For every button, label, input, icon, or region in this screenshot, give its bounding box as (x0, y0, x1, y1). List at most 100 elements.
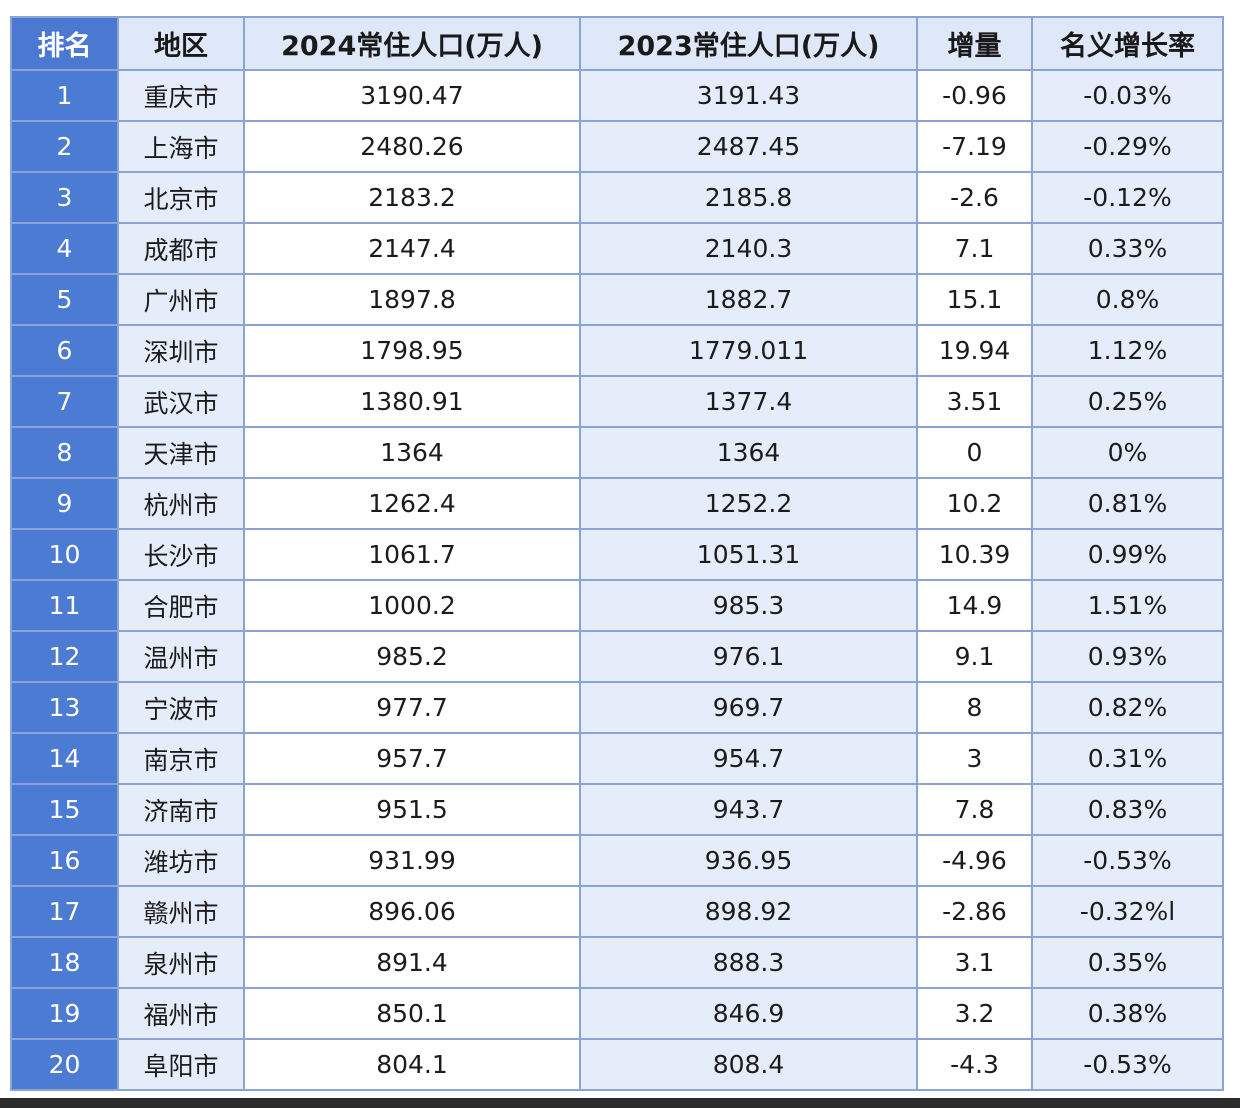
rank-cell: 15 (10, 783, 119, 836)
population-2023-cell: 943.7 (579, 783, 918, 836)
increase-cell: -0.96 (916, 69, 1033, 122)
rank-cell: 13 (10, 681, 119, 734)
region-cell: 长沙市 (117, 528, 245, 581)
population-2023-cell: 976.1 (579, 630, 918, 683)
region-cell: 温州市 (117, 630, 245, 683)
rank-cell: 8 (10, 426, 119, 479)
population-2024-cell: 1262.4 (243, 477, 581, 530)
increase-cell: 3.2 (916, 987, 1033, 1040)
growth-rate-cell: 0.35% (1031, 936, 1224, 989)
population-2024-cell: 804.1 (243, 1038, 581, 1091)
increase-cell: 10.39 (916, 528, 1033, 581)
table-row: 7 武汉市 1380.91 1377.4 3.51 0.25% (10, 375, 1224, 428)
rank-cell: 5 (10, 273, 119, 326)
population-2024-cell: 3190.47 (243, 69, 581, 122)
table-row: 3 北京市 2183.2 2185.8 -2.6 -0.12% (10, 171, 1224, 224)
population-2023-cell: 985.3 (579, 579, 918, 632)
growth-rate-cell: -0.29% (1031, 120, 1224, 173)
region-cell: 成都市 (117, 222, 245, 275)
population-2024-cell: 891.4 (243, 936, 581, 989)
region-cell: 济南市 (117, 783, 245, 836)
rank-cell: 1 (10, 69, 119, 122)
table-row: 18 泉州市 891.4 888.3 3.1 0.35% (10, 936, 1224, 989)
rank-cell: 12 (10, 630, 119, 683)
population-2023-cell: 1051.31 (579, 528, 918, 581)
growth-rate-cell: 0.93% (1031, 630, 1224, 683)
table-row: 20 阜阳市 804.1 808.4 -4.3 -0.53% (10, 1038, 1224, 1091)
rank-cell: 14 (10, 732, 119, 785)
increase-cell: 3.1 (916, 936, 1033, 989)
population-2024-cell: 985.2 (243, 630, 581, 683)
population-2023-cell: 898.92 (579, 885, 918, 938)
region-cell: 南京市 (117, 732, 245, 785)
growth-rate-cell: 1.12% (1031, 324, 1224, 377)
population-2023-cell: 1377.4 (579, 375, 918, 428)
population-2024-cell: 2183.2 (243, 171, 581, 224)
table-header: 排名 地区 2024常住人口(万人) 2023常住人口(万人) 增量 名义增长率 (10, 16, 1224, 71)
population-2024-cell: 1000.2 (243, 579, 581, 632)
growth-rate-cell: 0.83% (1031, 783, 1224, 836)
rank-cell: 16 (10, 834, 119, 887)
table-row: 14 南京市 957.7 954.7 3 0.31% (10, 732, 1224, 785)
bottom-edge-bar (0, 1098, 1240, 1108)
growth-rate-cell: -0.32%l (1031, 885, 1224, 938)
population-2024-cell: 896.06 (243, 885, 581, 938)
increase-cell: -4.96 (916, 834, 1033, 887)
population-2023-cell: 2185.8 (579, 171, 918, 224)
header-population-2024: 2024常住人口(万人) (243, 16, 581, 71)
growth-rate-cell: 0% (1031, 426, 1224, 479)
population-2024-cell: 2147.4 (243, 222, 581, 275)
growth-rate-cell: -0.12% (1031, 171, 1224, 224)
population-2023-cell: 808.4 (579, 1038, 918, 1091)
rank-cell: 2 (10, 120, 119, 173)
increase-cell: 8 (916, 681, 1033, 734)
increase-cell: 10.2 (916, 477, 1033, 530)
growth-rate-cell: -0.03% (1031, 69, 1224, 122)
region-cell: 福州市 (117, 987, 245, 1040)
increase-cell: 14.9 (916, 579, 1033, 632)
rank-cell: 9 (10, 477, 119, 530)
table-row: 9 杭州市 1262.4 1252.2 10.2 0.81% (10, 477, 1224, 530)
population-2024-cell: 1061.7 (243, 528, 581, 581)
table-row: 6 深圳市 1798.95 1779.011 19.94 1.12% (10, 324, 1224, 377)
table-row: 1 重庆市 3190.47 3191.43 -0.96 -0.03% (10, 69, 1224, 122)
table-row: 11 合肥市 1000.2 985.3 14.9 1.51% (10, 579, 1224, 632)
rank-cell: 10 (10, 528, 119, 581)
region-cell: 上海市 (117, 120, 245, 173)
region-cell: 武汉市 (117, 375, 245, 428)
header-row: 排名 地区 2024常住人口(万人) 2023常住人口(万人) 增量 名义增长率 (10, 16, 1224, 71)
increase-cell: 19.94 (916, 324, 1033, 377)
growth-rate-cell: 0.81% (1031, 477, 1224, 530)
growth-rate-cell: -0.53% (1031, 834, 1224, 887)
increase-cell: 9.1 (916, 630, 1033, 683)
population-2023-cell: 1882.7 (579, 273, 918, 326)
rank-cell: 6 (10, 324, 119, 377)
region-cell: 泉州市 (117, 936, 245, 989)
growth-rate-cell: -0.53% (1031, 1038, 1224, 1091)
rank-cell: 3 (10, 171, 119, 224)
increase-cell: -7.19 (916, 120, 1033, 173)
growth-rate-cell: 0.8% (1031, 273, 1224, 326)
table-row: 15 济南市 951.5 943.7 7.8 0.83% (10, 783, 1224, 836)
growth-rate-cell: 0.25% (1031, 375, 1224, 428)
table-row: 2 上海市 2480.26 2487.45 -7.19 -0.29% (10, 120, 1224, 173)
rank-cell: 4 (10, 222, 119, 275)
population-2024-cell: 957.7 (243, 732, 581, 785)
population-ranking-table: 排名 地区 2024常住人口(万人) 2023常住人口(万人) 增量 名义增长率… (10, 16, 1224, 1091)
population-2023-cell: 1364 (579, 426, 918, 479)
header-growth-rate: 名义增长率 (1031, 16, 1224, 71)
growth-rate-cell: 0.82% (1031, 681, 1224, 734)
population-2023-cell: 1779.011 (579, 324, 918, 377)
header-population-2023: 2023常住人口(万人) (579, 16, 918, 71)
growth-rate-cell: 0.99% (1031, 528, 1224, 581)
population-2024-cell: 951.5 (243, 783, 581, 836)
region-cell: 潍坊市 (117, 834, 245, 887)
rank-cell: 11 (10, 579, 119, 632)
table-row: 4 成都市 2147.4 2140.3 7.1 0.33% (10, 222, 1224, 275)
increase-cell: -2.86 (916, 885, 1033, 938)
header-rank: 排名 (10, 16, 119, 71)
rank-cell: 20 (10, 1038, 119, 1091)
population-2024-cell: 1380.91 (243, 375, 581, 428)
table-row: 8 天津市 1364 1364 0 0% (10, 426, 1224, 479)
population-2023-cell: 2487.45 (579, 120, 918, 173)
